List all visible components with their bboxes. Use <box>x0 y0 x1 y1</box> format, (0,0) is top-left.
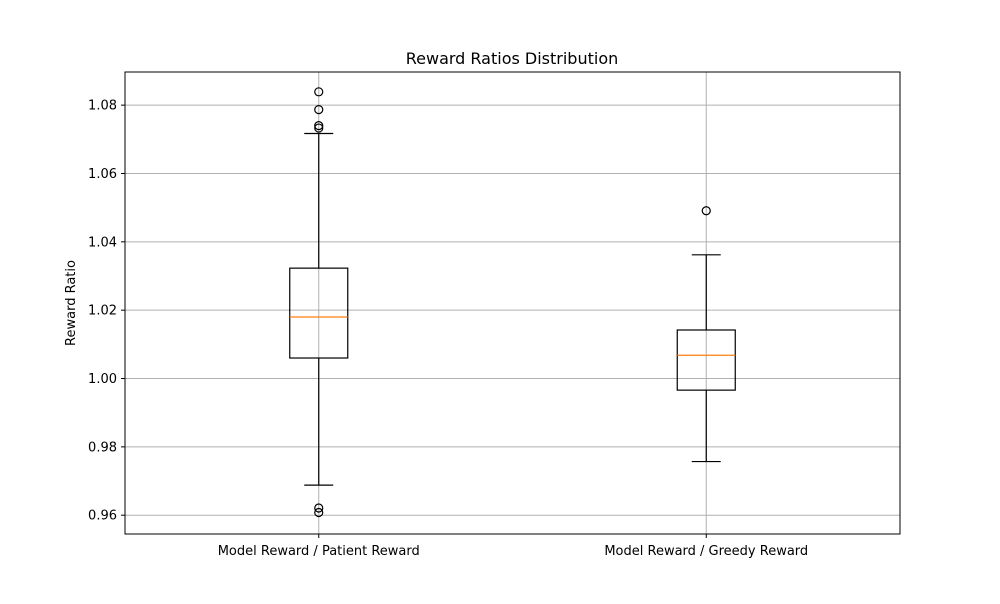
outlier-point <box>314 503 324 513</box>
outlier-point <box>314 104 324 115</box>
iqr-box <box>289 267 349 359</box>
outlier-point <box>314 87 324 97</box>
outlier-point <box>701 206 711 216</box>
iqr-box <box>676 329 736 391</box>
x-tick-label: Model Reward / Patient Reward <box>218 544 420 559</box>
y-tick-label: 1.06 <box>88 167 117 182</box>
plot-frame <box>124 71 901 535</box>
y-tick-label: 1.00 <box>88 372 117 387</box>
y-axis-label: Reward Ratio <box>64 260 79 346</box>
y-tick-label: 0.98 <box>88 440 117 455</box>
y-tick-label: 1.04 <box>88 235 117 250</box>
grid-lines <box>125 72 900 534</box>
box-group <box>676 206 736 463</box>
outlier-point <box>314 121 324 131</box>
axis-ticks: 0.96 0.98 1.00 1.02 1.04 1.06 1.08 Model Reward… <box>88 99 808 559</box>
x-tick-label: Model Reward / Greedy Reward <box>604 544 808 559</box>
y-tick-label: 1.02 <box>88 304 117 319</box>
y-tick-label: 0.96 <box>88 509 117 524</box>
outlier-point <box>314 123 324 133</box>
chart-title: Reward Ratios Distribution <box>406 49 619 68</box>
outlier-point <box>314 507 324 518</box>
boxes <box>289 87 736 518</box>
box-group <box>289 87 349 518</box>
y-tick-label: 1.08 <box>88 99 117 114</box>
